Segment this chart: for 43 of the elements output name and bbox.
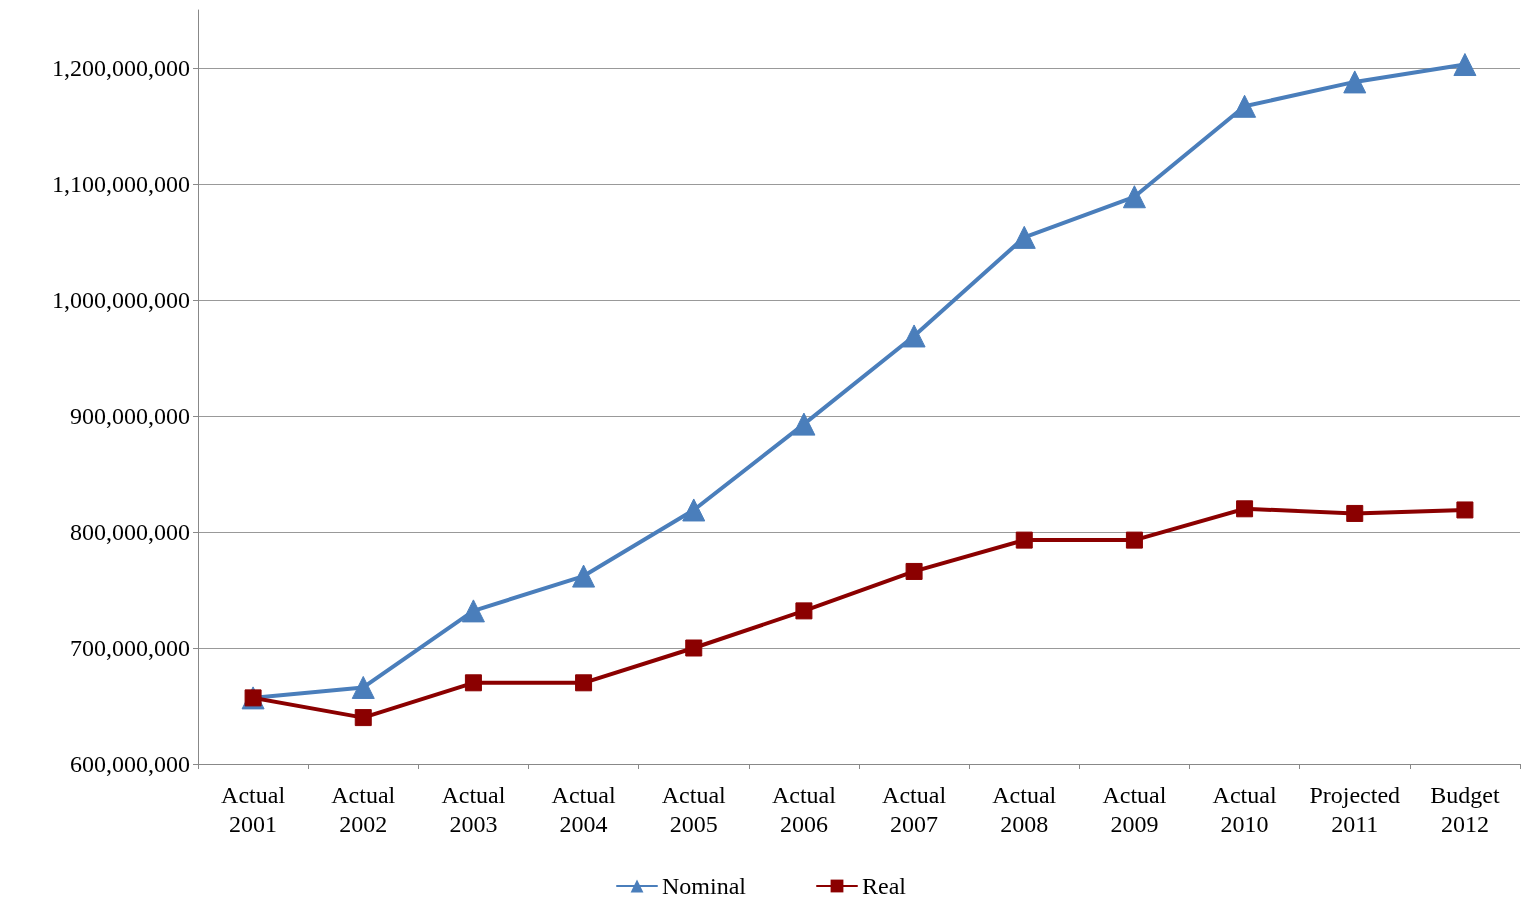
point xyxy=(1125,531,1143,549)
y-tick-label: 800,000,000 xyxy=(70,519,190,545)
point xyxy=(1015,531,1033,549)
point xyxy=(461,599,485,623)
point xyxy=(464,674,482,692)
point xyxy=(1343,70,1367,94)
x-tick-label: Actual 2005 xyxy=(661,781,727,837)
x-tick-label: Actual 2010 xyxy=(1212,781,1277,837)
x-tick-label: Actual 2008 xyxy=(992,781,1057,837)
point xyxy=(1346,504,1364,522)
point xyxy=(1012,225,1036,249)
legend-label: Real xyxy=(862,873,907,899)
point xyxy=(351,675,375,699)
x-tick-label: Budget 2012 xyxy=(1430,781,1500,837)
y-tick-label: 1,100,000,000 xyxy=(52,171,190,197)
point xyxy=(795,602,813,620)
x-tick-label: Projected 2011 xyxy=(1309,781,1401,837)
point xyxy=(575,674,593,692)
y-tick-label: 700,000,000 xyxy=(70,635,190,661)
legend-label: Nominal xyxy=(662,873,747,899)
point xyxy=(902,324,926,348)
x-tick-label: Actual 2009 xyxy=(1102,781,1167,837)
point xyxy=(1233,94,1257,118)
point xyxy=(682,498,706,522)
x-tick-label: Actual 2003 xyxy=(441,781,506,837)
point xyxy=(1453,53,1477,77)
y-tick-label: 1,200,000,000 xyxy=(52,55,190,81)
point xyxy=(905,562,923,580)
point xyxy=(1456,501,1474,519)
x-tick-label: Actual 2002 xyxy=(331,781,396,837)
point xyxy=(1122,185,1146,209)
point xyxy=(354,709,372,727)
x-tick-label: Actual 2007 xyxy=(882,781,947,837)
point xyxy=(1236,500,1254,518)
y-tick-label: 900,000,000 xyxy=(70,403,190,429)
point xyxy=(792,412,816,436)
y-tick-label: 600,000,000 xyxy=(70,751,190,777)
point xyxy=(572,564,596,588)
x-tick-label: Actual 2004 xyxy=(551,781,616,837)
x-tick-label: Actual 2006 xyxy=(771,781,837,837)
point xyxy=(685,639,703,657)
y-tick-label: 1,000,000,000 xyxy=(52,287,190,313)
x-tick-label: Actual 2001 xyxy=(221,781,286,837)
